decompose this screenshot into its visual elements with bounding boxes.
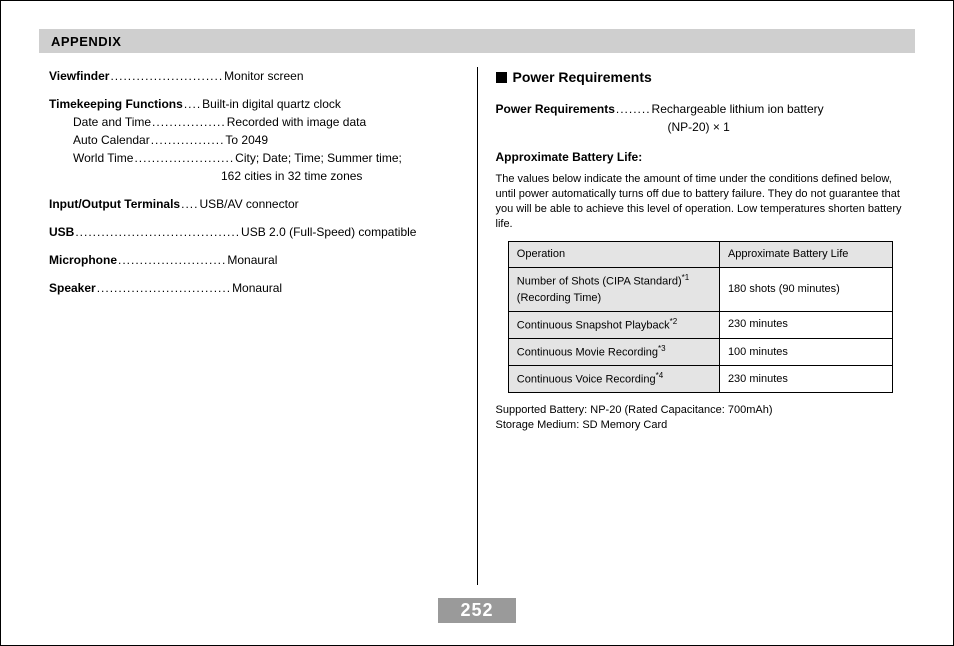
- page-number: 252: [438, 598, 515, 623]
- spec-value-cont: (NP-20) × 1: [496, 118, 906, 136]
- leader-dots: ......................................: [74, 223, 241, 241]
- spec-speaker: Speaker ............................... …: [49, 279, 459, 297]
- table-cell-value: 100 minutes: [719, 338, 892, 365]
- spec-usb: USB ....................................…: [49, 223, 459, 241]
- spec-sub-value: To 2049: [225, 131, 268, 149]
- leader-dots: ....: [183, 95, 202, 113]
- leader-dots: .........................: [117, 251, 227, 269]
- leader-dots: ..........................: [109, 67, 224, 85]
- table-cell-value: 180 shots (90 minutes): [719, 267, 892, 311]
- spec-label: Input/Output Terminals: [49, 195, 180, 213]
- spec-value: Built-in digital quartz clock: [202, 95, 341, 113]
- approx-battery-body: The values below indicate the amount of …: [496, 172, 906, 231]
- appendix-title: APPENDIX: [51, 34, 121, 49]
- table-cell-operation: Number of Shots (CIPA Standard)*1 (Recor…: [508, 267, 719, 311]
- spec-timekeeping: Timekeeping Functions .... Built-in digi…: [49, 95, 459, 185]
- table-header-life: Approximate Battery Life: [719, 242, 892, 268]
- table-header-operation: Operation: [508, 242, 719, 268]
- power-requirements-heading: Power Requirements: [496, 67, 906, 88]
- spec-value: Rechargeable lithium ion battery: [652, 100, 824, 118]
- spec-value: Monaural: [232, 279, 282, 297]
- table-header-row: Operation Approximate Battery Life: [508, 242, 892, 268]
- spec-power-req: Power Requirements ........ Rechargeable…: [496, 100, 906, 136]
- table-row: Continuous Snapshot Playback*2 230 minut…: [508, 311, 892, 338]
- left-column: Viewfinder .......................... Mo…: [49, 67, 477, 585]
- storage-medium-text: Storage Medium: SD Memory Card: [496, 418, 906, 433]
- spec-io-terminals: Input/Output Terminals .... USB/AV conne…: [49, 195, 459, 213]
- spec-label: Speaker: [49, 279, 96, 297]
- leader-dots: ....: [180, 195, 199, 213]
- page: APPENDIX Viewfinder ....................…: [0, 0, 954, 646]
- leader-dots: .......................: [133, 149, 235, 167]
- table-row: Continuous Movie Recording*3 100 minutes: [508, 338, 892, 365]
- table-row: Number of Shots (CIPA Standard)*1 (Recor…: [508, 267, 892, 311]
- appendix-header: APPENDIX: [39, 29, 915, 53]
- table-row: Continuous Voice Recording*4 230 minutes: [508, 365, 892, 392]
- table-cell-value: 230 minutes: [719, 365, 892, 392]
- spec-microphone: Microphone ......................... Mon…: [49, 251, 459, 269]
- spec-sub-value: City; Date; Time; Summer time;: [235, 149, 402, 167]
- supported-battery-text: Supported Battery: NP-20 (Rated Capacita…: [496, 403, 906, 418]
- spec-value: USB/AV connector: [199, 195, 298, 213]
- page-number-wrap: 252: [1, 598, 953, 623]
- spec-label: Timekeeping Functions: [49, 95, 183, 113]
- table-cell-operation: Continuous Movie Recording*3: [508, 338, 719, 365]
- right-column: Power Requirements Power Requirements ..…: [478, 67, 906, 585]
- spec-label: USB: [49, 223, 74, 241]
- spec-value: Monaural: [227, 251, 277, 269]
- spec-label: Power Requirements: [496, 100, 615, 118]
- spec-label: Microphone: [49, 251, 117, 269]
- leader-dots: ...............................: [96, 279, 232, 297]
- spec-value: USB 2.0 (Full-Speed) compatible: [241, 223, 416, 241]
- spec-label: Viewfinder: [49, 67, 109, 85]
- leader-dots: .................: [151, 113, 227, 131]
- approx-battery-heading: Approximate Battery Life:: [496, 148, 906, 166]
- spec-sub-label: Date and Time: [49, 113, 151, 131]
- table-cell-value: 230 minutes: [719, 311, 892, 338]
- square-bullet-icon: [496, 72, 507, 83]
- spec-value: Monitor screen: [224, 67, 303, 85]
- spec-sub-value: Recorded with image data: [227, 113, 366, 131]
- content-area: Viewfinder .......................... Mo…: [49, 67, 905, 585]
- table-cell-operation: Continuous Voice Recording*4: [508, 365, 719, 392]
- table-cell-operation: Continuous Snapshot Playback*2: [508, 311, 719, 338]
- spec-sub-label: Auto Calendar: [49, 131, 150, 149]
- leader-dots: ........: [615, 100, 652, 118]
- leader-dots: .................: [150, 131, 226, 149]
- spec-sub-label: World Time: [49, 149, 133, 167]
- spec-viewfinder: Viewfinder .......................... Mo…: [49, 67, 459, 85]
- battery-life-table: Operation Approximate Battery Life Numbe…: [508, 241, 893, 393]
- section-title-text: Power Requirements: [513, 67, 652, 88]
- spec-sub-value-cont: 162 cities in 32 time zones: [49, 167, 459, 185]
